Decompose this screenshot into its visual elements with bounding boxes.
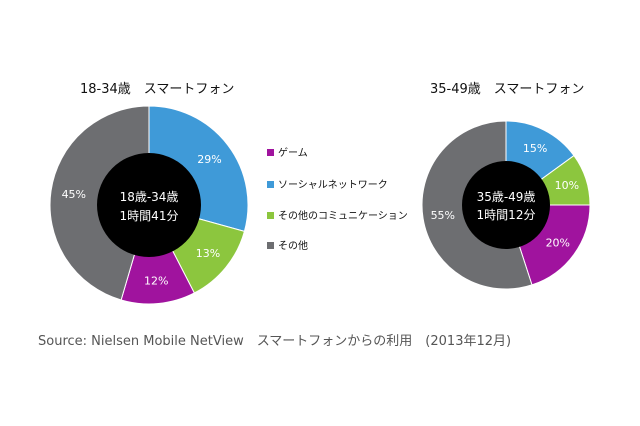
legend-label-communication: その他のコミュニケーション bbox=[278, 209, 408, 222]
slice-label-other: 45% bbox=[62, 188, 86, 201]
legend-item-other: その他 bbox=[267, 239, 308, 252]
legend-swatch-other bbox=[267, 242, 274, 249]
legend-label-social: ソーシャルネットワーク bbox=[278, 179, 388, 191]
legend-label-game: ゲーム bbox=[278, 147, 308, 159]
slice-label-social: 15% bbox=[523, 142, 547, 155]
slice-label-game: 12% bbox=[144, 275, 168, 288]
legend: ゲーム ソーシャルネットワーク その他のコミュニケーション その他 bbox=[267, 147, 408, 252]
legend-swatch-game bbox=[267, 149, 274, 156]
legend-label-other: その他 bbox=[278, 239, 308, 252]
slice-label-other: 55% bbox=[431, 209, 455, 222]
legend-swatch-communication bbox=[267, 212, 274, 219]
center-label-line2-35-49: 1時間12分 bbox=[477, 208, 536, 222]
center-label-line1-35-49: 35歳-49歳 bbox=[477, 190, 536, 204]
legend-item-game: ゲーム bbox=[267, 147, 308, 159]
donut-chart-18-34: 18-34歳 スマートフォン 29% 13% 12% 45% 18歳-34歳 1時間4… bbox=[49, 82, 249, 305]
legend-item-social: ソーシャルネットワーク bbox=[267, 179, 388, 191]
center-label-line1-18-34: 18歳-34歳 bbox=[120, 190, 179, 204]
donut-chart-35-49: 35-49歳 スマートフォン 15% 10% 20% 55% 35歳-49歳 1時間1… bbox=[421, 82, 591, 290]
center-label-line2-18-34: 1時間41分 bbox=[120, 209, 179, 223]
center-circle-35-49 bbox=[462, 161, 550, 249]
slice-label-social: 29% bbox=[197, 153, 221, 166]
chart-title-18-34: 18-34歳 スマートフォン bbox=[80, 82, 234, 97]
legend-swatch-social bbox=[267, 181, 274, 188]
chart-title-35-49: 35-49歳 スマートフォン bbox=[430, 82, 584, 97]
source-note: Source: Nielsen Mobile NetView スマートフォンから… bbox=[38, 334, 512, 349]
legend-item-communication: その他のコミュニケーション bbox=[267, 209, 408, 222]
slice-label-communication: 10% bbox=[555, 179, 579, 192]
center-circle-18-34 bbox=[97, 153, 201, 257]
slice-label-communication: 13% bbox=[196, 247, 220, 260]
slice-label-game: 20% bbox=[546, 237, 570, 250]
